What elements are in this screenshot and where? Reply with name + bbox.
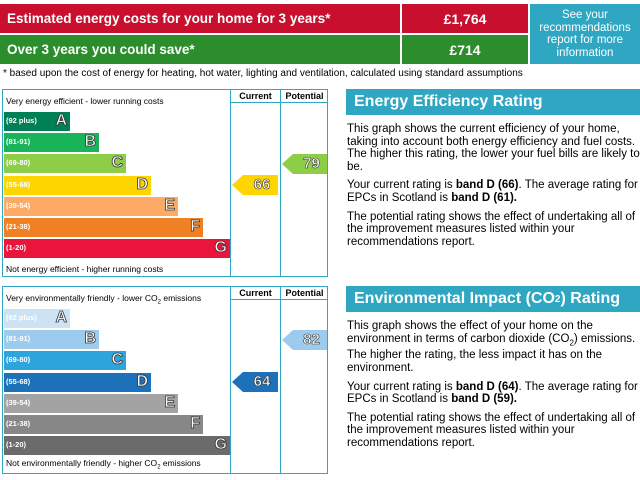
potential-rating-arrow: 82	[282, 329, 327, 350]
column-divider	[280, 287, 281, 473]
band-letter: D	[136, 175, 148, 193]
current-rating-value: 66	[253, 176, 271, 194]
band-range-label: (1-20)	[6, 243, 27, 253]
band-letter: E	[164, 196, 175, 214]
band-letter: F	[190, 415, 201, 433]
environmental-impact-description: This graph shows the effect of your home…	[347, 320, 636, 375]
chart-top-caption: Very environmentally friendly - lower CO…	[6, 293, 202, 306]
column-divider	[230, 90, 231, 276]
band-letter: B	[84, 330, 96, 348]
estimated-costs-value: £1,764	[402, 4, 528, 33]
potential-rating-value: 79	[303, 154, 320, 173]
band-range-label: (55-68)	[6, 376, 31, 386]
recommendations-report-link[interactable]: See your recommendations report for more…	[530, 4, 640, 64]
current-column-header: Current	[239, 288, 272, 298]
arrow-shape	[232, 372, 278, 393]
rating-band-f: (21-38) F	[4, 415, 203, 434]
chart-top-caption: Very energy efficient - lower running co…	[6, 96, 164, 106]
energy-efficiency-title: Energy Efficiency Rating	[346, 89, 640, 115]
current-rating-arrow: 66	[232, 175, 278, 196]
arrow-shape	[282, 153, 327, 174]
energy-efficiency-description: This graph shows the current efficiency …	[347, 123, 640, 173]
arrow-shape	[232, 175, 278, 196]
environmental-impact-potential-note: The potential rating shows the effect of…	[347, 411, 636, 450]
header-divider	[230, 299, 327, 300]
band-range-label: (81-91)	[6, 137, 31, 147]
potential-rating-arrow: 79	[282, 153, 327, 174]
band-letter: G	[214, 436, 227, 454]
rating-band-e: (39-54) E	[4, 393, 178, 413]
energy-efficiency-current-rating: Your current rating is band D (66). The …	[347, 179, 638, 204]
chart-bottom-caption: Not energy efficient - higher running co…	[6, 264, 164, 274]
current-rating-value: 64	[253, 373, 271, 391]
potential-rating-value: 82	[303, 330, 320, 348]
rating-band-c: (69-80) C	[4, 154, 126, 174]
environmental-impact-title: Environmental Impact (CO 2) Rating	[346, 286, 640, 312]
band-range-label: (92 plus)	[6, 116, 37, 125]
band-letter: C	[111, 351, 123, 369]
band-range-label: (39-54)	[6, 200, 31, 210]
energy-efficiency-chart: Current Potential Very energy efficient …	[2, 89, 328, 277]
band-range-label: (21-38)	[6, 419, 31, 428]
rating-band-d: (55-68) D	[4, 372, 151, 392]
estimated-costs-row: Estimated energy costs for your home for…	[0, 4, 528, 33]
arrow-polygon	[232, 175, 278, 196]
rating-band-g: (1-20) G	[4, 239, 230, 259]
band-letter: A	[55, 112, 67, 130]
band-range-label: (39-54)	[6, 397, 31, 407]
rating-band-e: (39-54) E	[4, 196, 178, 216]
rating-band-b: (81-91) B	[4, 133, 99, 153]
environmental-impact-current-rating: Your current rating is band D (64). The …	[347, 380, 638, 406]
potential-column-header: Potential	[285, 288, 324, 298]
rating-band-a: (92 plus) A	[4, 112, 70, 131]
arrow-polygon	[232, 372, 278, 393]
band-range-label: (21-38)	[6, 222, 31, 231]
arrow-polygon	[282, 153, 327, 174]
arrow-polygon	[282, 329, 327, 350]
band-range-label: (92 plus)	[6, 313, 37, 322]
band-range-label: (81-91)	[6, 334, 31, 344]
band-letter: A	[55, 309, 67, 327]
rating-band-b: (81-91) B	[4, 330, 99, 350]
potential-column-header: Potential	[285, 91, 324, 101]
environmental-impact-chart: Current Potential Very environmentally f…	[2, 286, 328, 474]
band-letter: B	[84, 133, 96, 151]
rating-band-d: (55-68) D	[4, 175, 151, 195]
potential-savings-value: £714	[402, 35, 528, 64]
environmental-impact-panel: Environmental Impact (CO 2) Rating This g…	[346, 286, 640, 450]
energy-efficiency-panel: Energy Efficiency Rating This graph show…	[346, 89, 640, 248]
rating-band-a: (92 plus) A	[4, 309, 70, 328]
costs-footnote: * based upon the cost of energy for heat…	[3, 68, 523, 79]
band-letter: F	[190, 218, 201, 236]
potential-savings-row: Over 3 years you could save* £714	[0, 35, 528, 64]
band-range-label: (55-68)	[6, 179, 31, 189]
potential-savings-label: Over 3 years you could save*	[0, 35, 400, 64]
estimated-costs-label: Estimated energy costs for your home for…	[0, 4, 400, 33]
header-divider	[230, 102, 327, 103]
rating-band-f: (21-38) F	[4, 218, 203, 237]
band-letter: D	[136, 372, 148, 390]
column-divider	[230, 287, 231, 473]
band-range-label: (69-80)	[6, 355, 31, 365]
energy-efficiency-potential-note: The potential rating shows the effect of…	[347, 210, 636, 248]
band-letter: G	[214, 239, 227, 257]
current-rating-arrow: 64	[232, 372, 278, 393]
band-range-label: (1-20)	[6, 440, 27, 450]
band-letter: E	[164, 393, 175, 411]
current-column-header: Current	[239, 91, 272, 101]
rating-band-g: (1-20) G	[4, 436, 230, 456]
rating-band-c: (69-80) C	[4, 351, 126, 371]
band-range-label: (69-80)	[6, 158, 31, 168]
band-letter: C	[111, 154, 123, 172]
arrow-shape	[282, 329, 327, 350]
chart-bottom-caption: Not environmentally friendly - higher CO…	[6, 458, 201, 471]
column-divider	[280, 90, 281, 276]
